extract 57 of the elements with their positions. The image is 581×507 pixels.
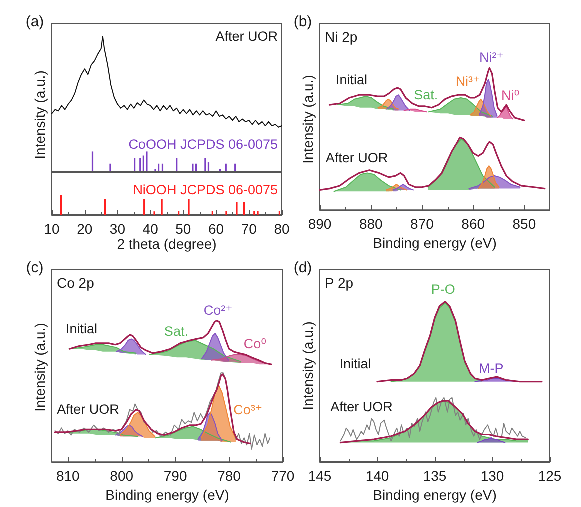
x-tick-label: 130 xyxy=(480,468,504,484)
x-tick-label: 780 xyxy=(218,468,242,484)
series-label: After UOR xyxy=(326,150,388,166)
x-axis-title: Binding energy (eV) xyxy=(106,487,230,503)
x-tick-label: 880 xyxy=(359,216,384,232)
x-tick-label: 10 xyxy=(44,221,60,237)
chart-subtitle: P 2p xyxy=(325,275,354,291)
x-tick-label: 140 xyxy=(366,468,390,484)
chart-title: (c) xyxy=(26,260,44,276)
x-tick-label: 60 xyxy=(208,221,224,237)
chart-subtitle: Co 2p xyxy=(57,275,95,291)
x-tick-label: 860 xyxy=(462,216,486,232)
y-axis-title: Intensity (a.u.) xyxy=(300,75,316,164)
series-label: NiOOH JCPDS 06-0075 xyxy=(133,182,278,198)
x-tick-label: 20 xyxy=(77,221,93,237)
series-label: Sat. xyxy=(414,87,438,102)
series-label: Co²⁺ xyxy=(204,303,233,318)
series-label: Co⁰ xyxy=(244,336,267,352)
x-axis-title: 2 theta (degree) xyxy=(117,236,217,252)
series-label: Initial xyxy=(340,356,372,372)
x-tick-label: 40 xyxy=(142,221,159,237)
x-tick-label: 890 xyxy=(308,216,332,232)
series-label: After UOR xyxy=(330,399,394,414)
chart-title: (d) xyxy=(294,260,312,276)
y-axis-title: Intensity (a.u.) xyxy=(32,323,48,412)
series-label: After UOR xyxy=(57,402,120,417)
series-label: CoOOH JCPDS 06-0075 xyxy=(128,137,278,152)
y-axis-title: Intensity (a.u.) xyxy=(32,70,48,160)
text: After UOR xyxy=(216,29,278,44)
x-tick-label: 790 xyxy=(164,468,188,484)
series-label: P-O xyxy=(431,282,456,297)
series-label: Sat. xyxy=(164,324,188,340)
x-tick-label: 800 xyxy=(110,468,134,484)
x-tick-label: 850 xyxy=(512,216,536,232)
x-axis-title: Binding energy (eV) xyxy=(373,486,497,503)
x-tick-label: 135 xyxy=(423,468,447,484)
series-label: Ni³⁺ xyxy=(456,74,480,89)
x-tick-label: 870 xyxy=(410,216,434,232)
x-tick-label: 125 xyxy=(538,468,562,484)
x-axis-title: Binding energy (eV) xyxy=(373,235,497,251)
y-axis-title: Intensity (a.u.) xyxy=(300,322,316,410)
series-label: Co³⁺ xyxy=(234,402,263,418)
x-tick-label: 810 xyxy=(56,468,80,484)
chart-subtitle: Ni 2p xyxy=(325,29,358,45)
x-tick-label: 770 xyxy=(271,468,295,484)
x-tick-label: 30 xyxy=(110,221,126,237)
series-label: Initial xyxy=(66,322,98,337)
series-label: Initial xyxy=(336,72,368,88)
series-label: Ni²⁺ xyxy=(479,50,504,66)
chart-title: (a) xyxy=(26,14,44,30)
series-label: M-P xyxy=(478,361,504,376)
x-tick-label: 50 xyxy=(176,221,192,237)
x-tick-label: 70 xyxy=(241,221,258,237)
x-tick-label: 145 xyxy=(308,468,332,484)
x-tick-label: 80 xyxy=(274,221,290,237)
chart-title: (b) xyxy=(294,14,312,30)
series-label: Ni⁰ xyxy=(501,88,520,103)
